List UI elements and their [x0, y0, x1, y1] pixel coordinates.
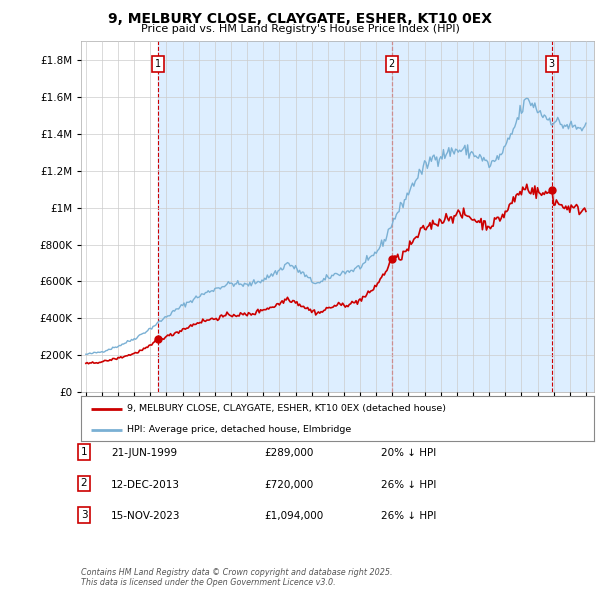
Text: £1,094,000: £1,094,000: [264, 511, 323, 521]
Text: 9, MELBURY CLOSE, CLAYGATE, ESHER, KT10 0EX (detached house): 9, MELBURY CLOSE, CLAYGATE, ESHER, KT10 …: [127, 404, 446, 414]
Bar: [392, 41, 552, 392]
Text: 2: 2: [80, 478, 88, 489]
Text: 26% ↓ HPI: 26% ↓ HPI: [381, 480, 436, 490]
Text: 3: 3: [80, 510, 88, 520]
Text: 2: 2: [388, 59, 395, 69]
Text: 21-JUN-1999: 21-JUN-1999: [111, 448, 177, 458]
Text: 3: 3: [548, 59, 555, 69]
Text: £720,000: £720,000: [264, 480, 313, 490]
Bar: [552, 41, 600, 392]
Text: 1: 1: [155, 59, 161, 69]
Text: 20% ↓ HPI: 20% ↓ HPI: [381, 448, 436, 458]
Text: £289,000: £289,000: [264, 448, 313, 458]
Text: 1: 1: [80, 447, 88, 457]
Text: 15-NOV-2023: 15-NOV-2023: [111, 511, 181, 521]
Text: HPI: Average price, detached house, Elmbridge: HPI: Average price, detached house, Elmb…: [127, 425, 352, 434]
Text: Contains HM Land Registry data © Crown copyright and database right 2025.
This d: Contains HM Land Registry data © Crown c…: [81, 568, 392, 587]
Text: 12-DEC-2013: 12-DEC-2013: [111, 480, 180, 490]
Text: 26% ↓ HPI: 26% ↓ HPI: [381, 511, 436, 521]
Text: Price paid vs. HM Land Registry's House Price Index (HPI): Price paid vs. HM Land Registry's House …: [140, 24, 460, 34]
Bar: [158, 41, 392, 392]
Text: 9, MELBURY CLOSE, CLAYGATE, ESHER, KT10 0EX: 9, MELBURY CLOSE, CLAYGATE, ESHER, KT10 …: [108, 12, 492, 26]
